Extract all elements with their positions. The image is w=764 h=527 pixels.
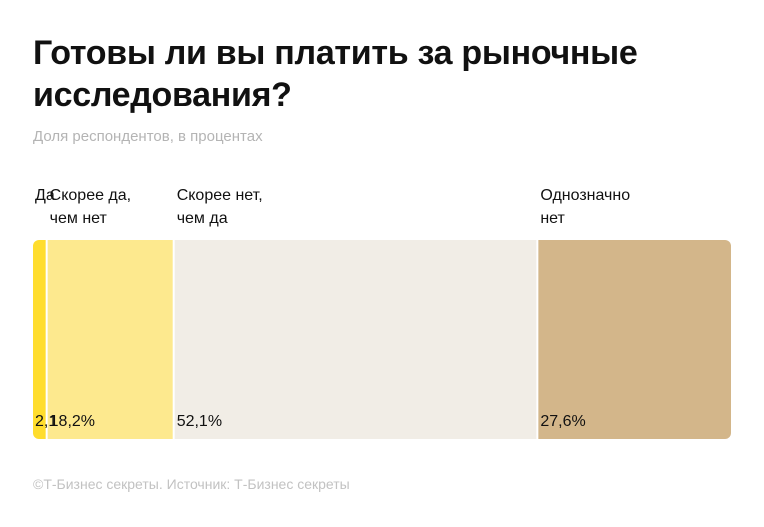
- value-label-2: 18,2%: [50, 413, 95, 430]
- category-label-4: Однозначно нет: [540, 187, 630, 227]
- bar-segment-1: [33, 240, 46, 439]
- chart-title: Готовы ли вы платить за рыночные исследо…: [33, 34, 638, 114]
- value-label-3: 52,1%: [177, 413, 222, 430]
- category-label-2: Скорее да, чем нет: [50, 187, 131, 227]
- category-label-3: Скорее нет, чем да: [177, 187, 263, 227]
- source-footer: ©Т‑Бизнес секреты. Источник: Т‑Бизнес се…: [33, 476, 350, 492]
- value-label-4: 27,6%: [540, 413, 585, 430]
- category-label-1: Да: [35, 187, 55, 204]
- bar-segment-3: [174, 240, 537, 439]
- value-label-1: 2,1: [35, 413, 57, 430]
- bar-segment-2: [47, 240, 173, 439]
- chart-subtitle: Доля респондентов, в процентах: [33, 128, 263, 145]
- bar-segment-4: [538, 240, 731, 439]
- bar-segments: [33, 240, 731, 439]
